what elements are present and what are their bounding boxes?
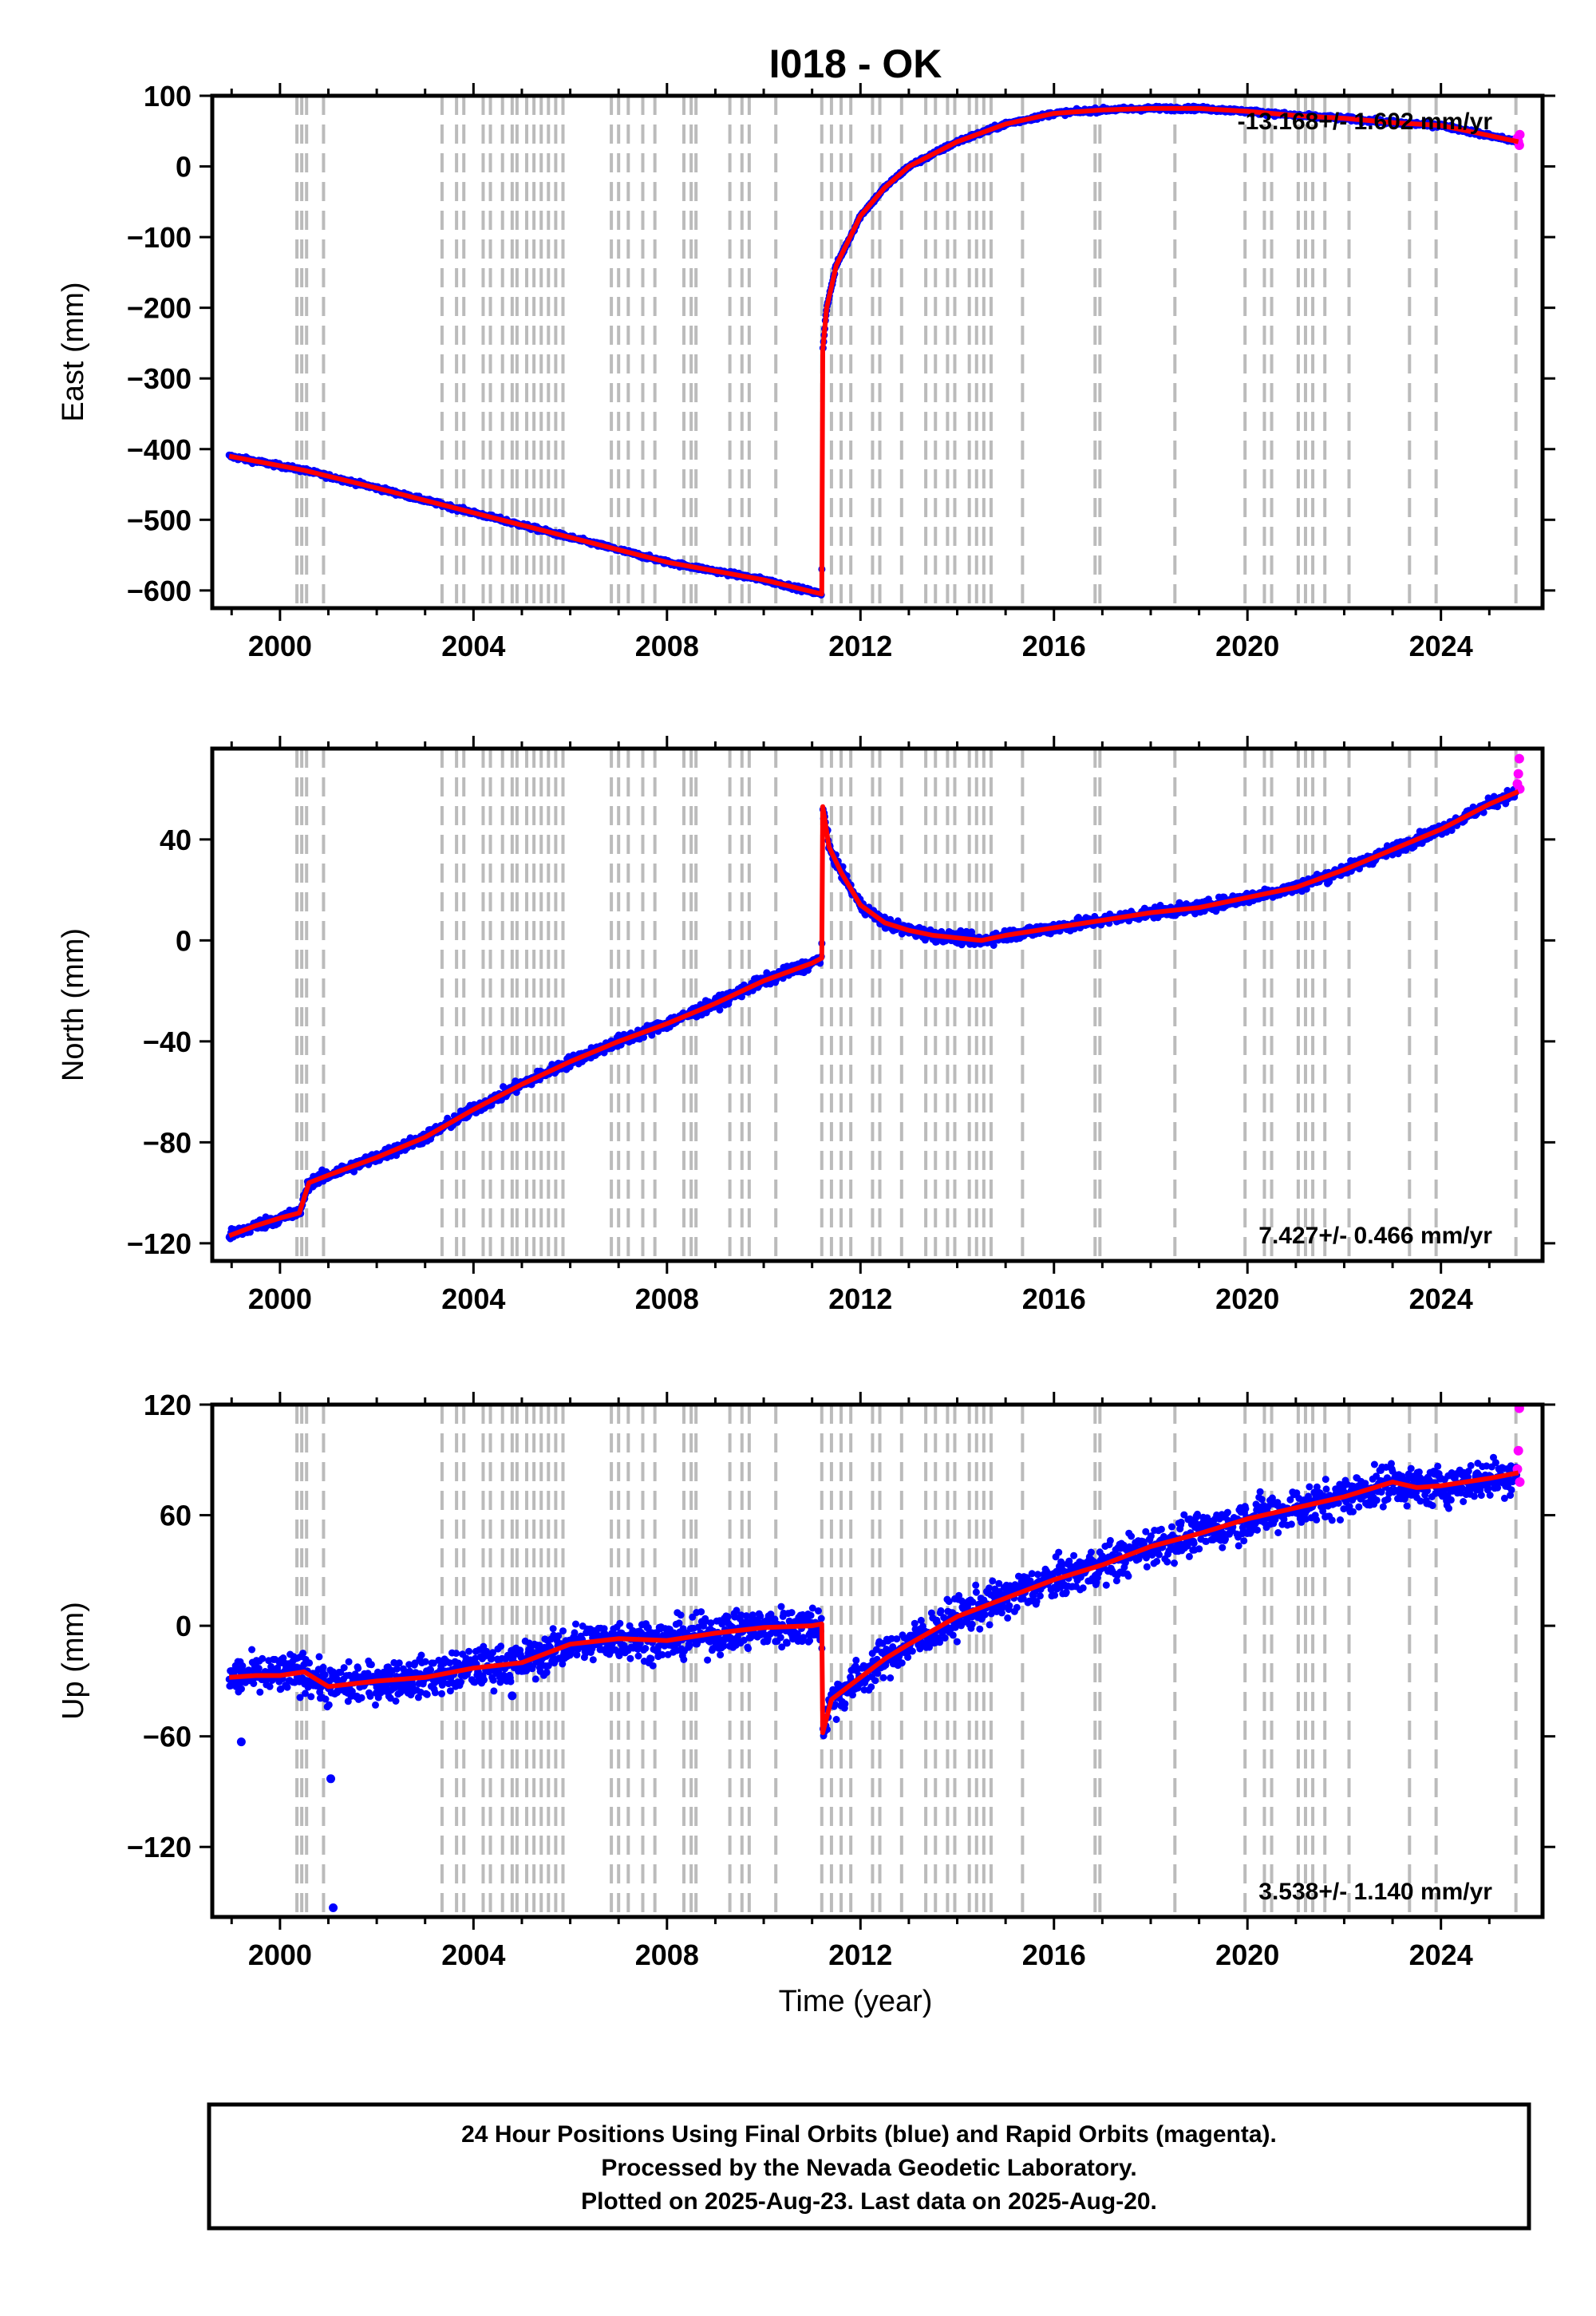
data-point	[256, 1688, 264, 1696]
y-tick-label: −600	[127, 575, 192, 607]
data-point	[990, 942, 998, 949]
y-tick-label: −500	[127, 504, 192, 536]
y-axis: 100 0 −100 −200 −300 −400 −500 −600	[127, 80, 1555, 607]
y-tick-label: 0	[176, 924, 192, 957]
north-panel: 2000 2004 2008 2012 2016 2020 2024 40 0 −40 −80 −12…	[57, 736, 1555, 1315]
rapid-point	[1515, 129, 1525, 140]
y-tick-label: −120	[127, 1227, 192, 1260]
data-point	[239, 1662, 247, 1670]
x-tick-label: 2024	[1409, 1282, 1473, 1315]
data-point	[248, 1646, 256, 1654]
data-point	[283, 1683, 291, 1691]
up-panel: 2000 2004 2008 2012 2016 2020 2024120600−60−12…	[57, 1389, 1555, 1971]
x-tick-label: 2016	[1022, 630, 1086, 662]
data-point	[266, 1682, 274, 1690]
data-point	[259, 1654, 267, 1662]
rapid-orbit-points	[1512, 753, 1525, 794]
data-point	[319, 1663, 327, 1671]
data-point	[1200, 907, 1208, 915]
data-point	[716, 1006, 724, 1014]
final-orbit-points	[225, 102, 1521, 599]
y-tick-label: 0	[176, 151, 192, 184]
event-lines	[295, 749, 1518, 1261]
plot-frame	[210, 93, 1545, 611]
data-point	[307, 1693, 315, 1701]
east-panel: 2000 2004 2008 2012 2016 2020 2024 100 0 −100 −200…	[57, 80, 1555, 662]
data-point	[299, 1650, 307, 1658]
data-point	[306, 1659, 314, 1667]
x-axis: 2000 2004 2008 2012 2016 2020 2024	[230, 736, 1491, 1315]
data-point	[238, 1685, 245, 1693]
model-line	[228, 789, 1519, 1239]
y-axis-label: East (mm)	[57, 282, 90, 421]
y-axis: 40 0 −40 −80 −120	[127, 824, 1555, 1260]
x-tick-label: 2012	[828, 630, 892, 662]
y-tick-label: −80	[143, 1126, 192, 1159]
x-tick-label: 2016	[1022, 1282, 1086, 1315]
data-point	[322, 1695, 330, 1703]
y-axis-label: North (mm)	[57, 928, 90, 1081]
y-tick-label: −100	[127, 221, 192, 254]
data-point	[640, 1034, 648, 1041]
velocity-label: -13.168+/- 1.602 mm/yr	[1238, 109, 1493, 135]
x-tick-label: 2004	[441, 1282, 505, 1315]
data-point	[302, 1690, 309, 1697]
x-tick-label: 2000	[248, 1282, 312, 1315]
data-point	[250, 1680, 258, 1687]
x-tick-label: 2004	[441, 630, 505, 662]
model-line	[228, 105, 1519, 597]
data-point	[255, 1665, 263, 1672]
x-tick-label: 2020	[1215, 630, 1279, 662]
x-tick-label: 2020	[1215, 1282, 1279, 1315]
y-tick-label: −300	[127, 362, 192, 395]
x-tick-label: 2012	[828, 1282, 892, 1315]
velocity-label: 7.427+/- 0.466 mm/yr	[1258, 1223, 1492, 1249]
x-tick-label: 2008	[635, 1282, 699, 1315]
y-tick-label: −200	[127, 292, 192, 325]
x-tick-label: 2000	[248, 630, 312, 662]
rapid-point	[1514, 753, 1524, 764]
rapid-point	[1513, 769, 1523, 779]
data-point	[325, 1701, 333, 1709]
plot-frame	[210, 746, 1545, 1263]
data-point	[296, 1694, 304, 1701]
y-tick-label: −40	[143, 1026, 192, 1058]
x-tick-label: 2024	[1409, 630, 1473, 662]
data-point	[321, 1671, 329, 1679]
y-tick-label: 40	[160, 824, 192, 856]
data-point	[1389, 851, 1396, 859]
data-point	[1494, 803, 1502, 811]
x-tick-label: 2008	[635, 630, 699, 662]
data-point	[1448, 827, 1456, 834]
chart-title: I018 - OK	[769, 41, 942, 86]
x-axis: 2000 2004 2008 2012 2016 2020 2024	[230, 83, 1491, 662]
y-tick-label: 100	[144, 80, 192, 113]
data-point	[315, 1653, 323, 1661]
y-tick-label: −400	[127, 433, 192, 466]
